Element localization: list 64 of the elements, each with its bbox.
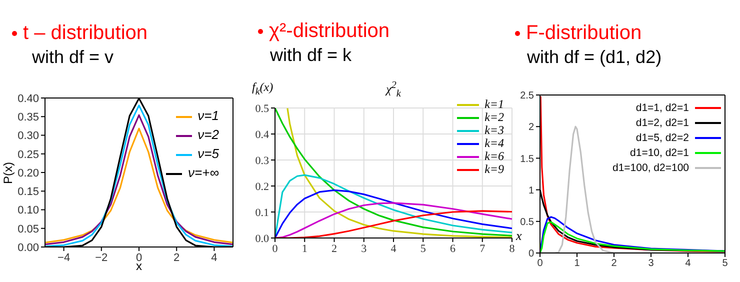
legend-label: d1=2, d2=1 [636,117,689,129]
legend-label: ν=1 [198,108,219,123]
legend-label: d1=100, d2=100 [612,162,689,174]
legend-label: d1=10, d2=1 [630,147,689,159]
legend-label: k=4 [484,136,504,150]
chart-subtitle: with df = v [32,47,114,67]
legend-label: k=2 [484,110,504,124]
x-tick-label: 5 [722,258,728,270]
x-tick-label: 4 [211,252,218,264]
y-tick-label: 0.10 [18,204,39,217]
x-tick-label: 2 [332,242,337,255]
chart-subtitle: with df = (d1, d2) [527,47,662,67]
x-tick-label: −4 [58,252,70,264]
x-axis-title: x [516,228,522,243]
x-tick-label: −2 [95,252,108,264]
chart-title: t – distribution [23,22,148,45]
y-tick-label: 0.0 [255,232,270,245]
y-tick-label: 0.05 [18,223,39,236]
y-tick-label: 0.2 [255,180,269,193]
y-tick-label: 0.30 [18,130,39,142]
y-tick-label: 0.5 [255,102,270,115]
legend-label: k=1 [484,97,504,111]
y-tick-label: 0.20 [18,167,39,180]
x-tick-label: 0 [537,258,544,270]
x-tick-label: 0 [272,242,278,255]
y-tick-label: 0.15 [18,186,39,198]
x-tick-label: 5 [420,242,426,255]
legend-label: k=6 [484,149,504,163]
x-tick-label: 4 [685,258,692,270]
y-tick-label: 0.5 [520,216,534,228]
y-tick-label: 0.00 [18,242,39,254]
legend-label: ν=5 [198,146,219,161]
y-tick-label: 0.35 [18,112,39,124]
y-tick-label: 0.1 [255,206,269,219]
x-tick-label: 7 [480,242,486,255]
y-tick-label: 0.3 [255,154,270,167]
chart-title: χ²-distribution [269,20,390,43]
x-tick-label: 1 [302,242,308,255]
x-tick-label: 0 [136,252,142,264]
x-tick-label: 4 [390,242,397,255]
y-axis-title: f$_{k}$(x) [252,80,274,98]
y-tick-label: 0.25 [18,148,39,161]
legend-label: k=9 [484,162,504,176]
y-tick-label: 2.5 [520,90,534,102]
legend-label: k=3 [484,123,504,137]
x-tick-label: 1 [574,258,580,270]
chart-title: F-distribution [526,22,642,45]
legend-label: d1=5, d2=2 [636,132,689,144]
y-tick-label: 2 [528,122,534,134]
x-tick-label: 6 [450,242,456,255]
y-tick-label: 0.4 [255,128,270,141]
x-tick-label: 2 [611,258,618,270]
legend-label: ν=2 [198,127,219,142]
y-tick-label: 0.40 [18,92,39,105]
y-axis-title: P(x) [1,162,15,184]
legend-label: d1=1, d2=1 [636,102,689,114]
x-tick-label: 3 [648,258,654,270]
chart-subtitle: with df = k [270,45,352,65]
y-tick-label: 1 [528,185,534,196]
legend-label: ν=+∞ [188,165,219,180]
x-tick-label: 2 [174,252,180,264]
x-tick-label: 8 [509,242,516,255]
x-tick-label: 3 [361,242,368,255]
y-tick-label: 1.5 [520,154,534,165]
